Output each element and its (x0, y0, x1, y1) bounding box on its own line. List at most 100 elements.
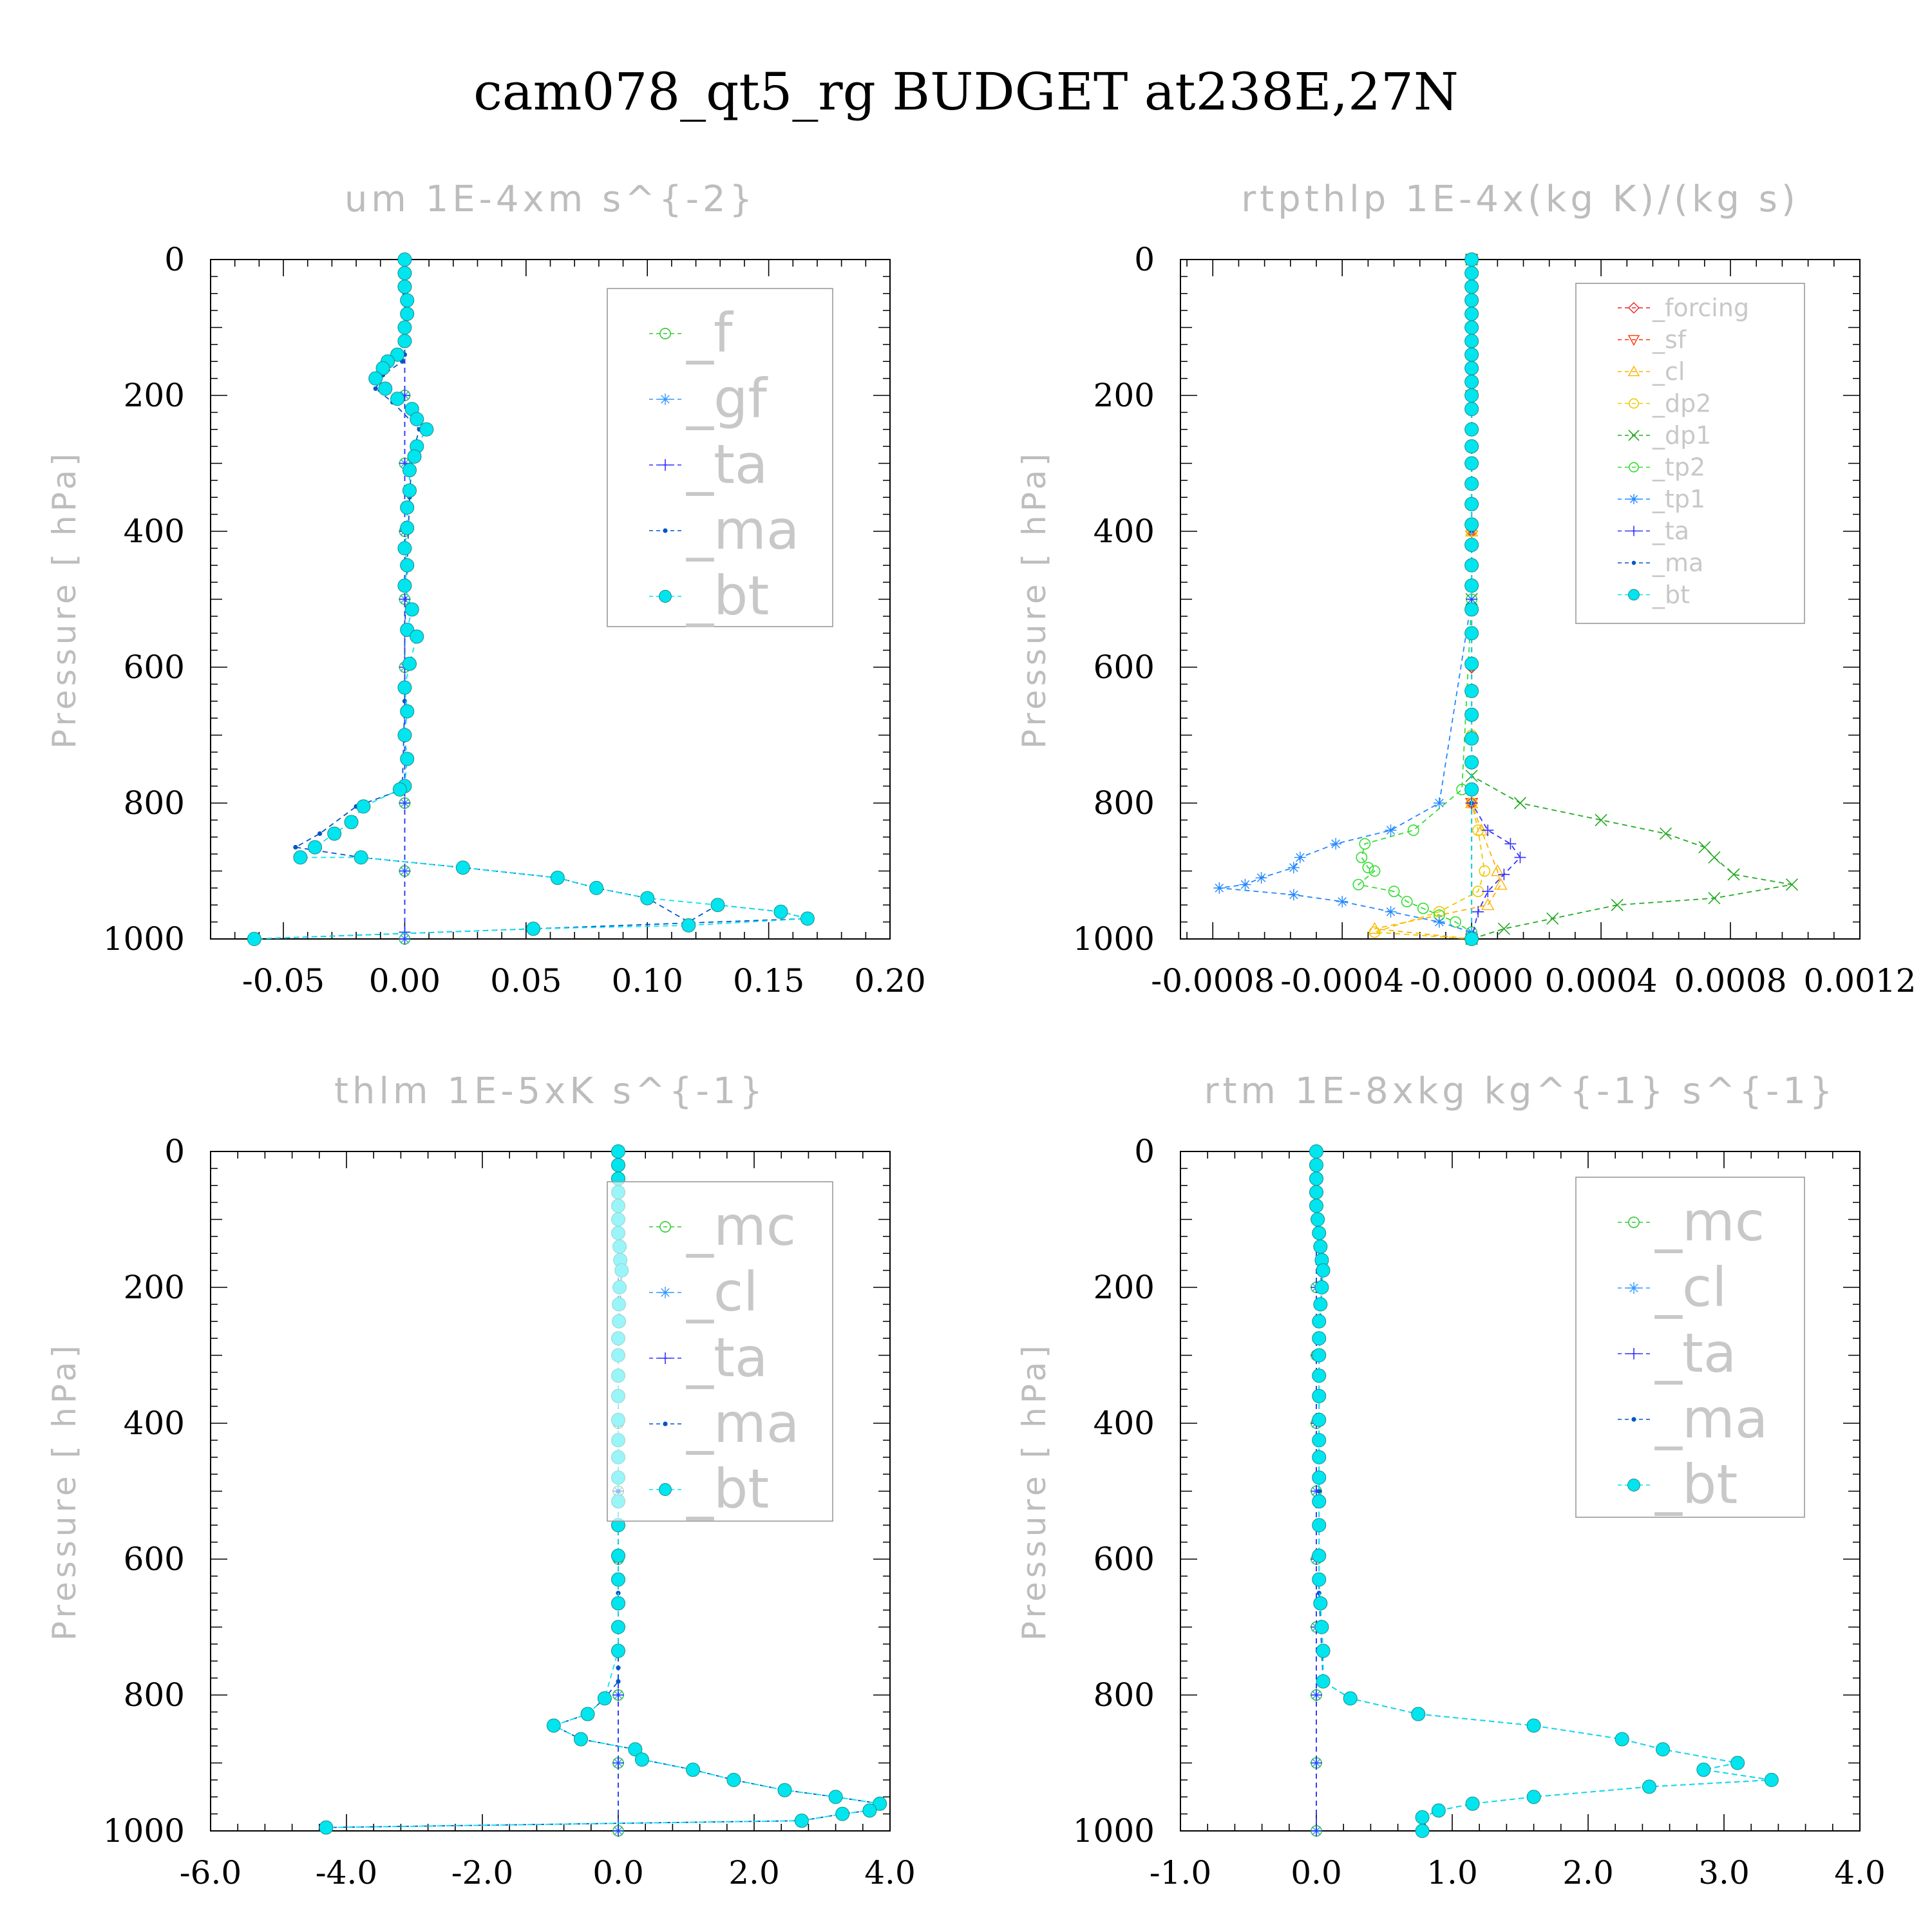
legend-label: _bt (686, 564, 769, 627)
data-point (1464, 307, 1479, 321)
y-tick-label: 0 (164, 241, 185, 278)
data-point (410, 412, 424, 426)
data-point (1309, 1198, 1323, 1213)
data-point (794, 1814, 809, 1828)
y-axis-title: Pressure [ hPa] (1016, 450, 1053, 749)
data-point (611, 1158, 625, 1173)
data-point (1255, 872, 1267, 884)
series-bt (1309, 1144, 1779, 1838)
legend-marker (1628, 1282, 1640, 1294)
series-group (1309, 1144, 1779, 1838)
legend-label: _sf (1652, 326, 1687, 354)
data-point (800, 911, 815, 926)
data-point (400, 558, 415, 573)
x-tick-label: 3.0 (1698, 1854, 1750, 1891)
data-point (1479, 865, 1491, 877)
y-tick-label: 800 (1094, 1676, 1155, 1714)
legend-marker (1629, 494, 1639, 504)
y-tick-label: 1000 (103, 920, 185, 958)
panel-title: rtpthlp 1E-4x(kg K)/(kg s) (1241, 178, 1799, 220)
data-point (397, 541, 412, 556)
x-tick-label: 0.0 (1291, 1854, 1342, 1891)
data-point (354, 850, 368, 865)
legend-label: _ta (1652, 517, 1689, 545)
data-point (828, 1790, 843, 1804)
data-point (1311, 1689, 1322, 1701)
data-point (1464, 347, 1479, 362)
data-point (390, 347, 405, 362)
data-point (1464, 707, 1479, 722)
data-point (710, 898, 725, 913)
data-point (399, 865, 411, 877)
data-point (1287, 889, 1300, 901)
data-point (1294, 851, 1306, 864)
data-point (1764, 1772, 1779, 1787)
data-point (1464, 279, 1479, 294)
legend-marker (663, 1421, 668, 1426)
legend-marker (1631, 560, 1636, 565)
data-point (293, 844, 298, 850)
data-point (1464, 388, 1479, 402)
data-point (611, 1144, 625, 1159)
legend: _forcing _sf _cl _dp2 _dp1 _tp2 _tp1 _ta _ma _bt (1575, 283, 1805, 624)
axis-ticks (210, 1151, 891, 1832)
data-point (410, 629, 424, 644)
y-tick-label: 1000 (1073, 1812, 1155, 1850)
data-point (1359, 838, 1371, 850)
data-point (526, 922, 541, 936)
data-point (612, 1757, 624, 1769)
legend-label: _tp1 (1652, 485, 1705, 513)
data-point (397, 266, 412, 281)
data-point (1388, 886, 1400, 898)
data-point (1464, 755, 1479, 770)
y-tick-label: 0 (164, 1133, 185, 1170)
axis-ticks (1180, 1151, 1861, 1832)
data-point (1343, 1691, 1358, 1706)
x-tick-label: 0.0012 (1804, 962, 1917, 999)
legend-label: _ta (686, 1326, 768, 1389)
data-point (1312, 1572, 1327, 1587)
data-point (1464, 439, 1479, 454)
data-point (1314, 1620, 1329, 1634)
data-point (397, 578, 412, 593)
figure-title: cam078_qt5_rg BUDGET at238E,27N (473, 62, 1459, 122)
legend-label: _bt (1652, 581, 1690, 609)
data-point (1407, 824, 1419, 837)
series-line (1357, 260, 1473, 933)
legend-label: _bt (686, 1457, 769, 1520)
data-point (399, 797, 411, 809)
legend-marker (1631, 1417, 1636, 1422)
x-tick-label: 0.00 (369, 962, 440, 999)
data-point (1494, 878, 1508, 890)
data-point (400, 752, 415, 766)
data-point (1660, 827, 1672, 840)
data-point (611, 1596, 625, 1611)
data-point (611, 1572, 625, 1587)
legend-label: _mc (1654, 1190, 1765, 1253)
panel-1: um 1E-4xm s^{-2} Pressure [ hPa] 0 200 400 60… (46, 178, 926, 999)
legend-label: _cl (1652, 357, 1685, 386)
data-point (400, 520, 415, 535)
data-point (1312, 1314, 1327, 1329)
panel-2: rtpthlp 1E-4x(kg K)/(kg s) Pressure [ hPa… (1016, 178, 1916, 999)
data-point (1385, 905, 1397, 918)
data-point (1213, 882, 1226, 894)
data-point (1411, 1707, 1426, 1721)
data-point (1513, 797, 1527, 810)
data-point (1314, 1280, 1329, 1294)
data-point (1464, 456, 1479, 471)
data-point (1464, 402, 1479, 417)
data-point (1313, 1596, 1328, 1611)
data-point (616, 1665, 621, 1671)
legend-label: _f (686, 301, 734, 365)
data-point (1312, 1412, 1327, 1427)
data-point (1464, 578, 1479, 593)
data-point (419, 422, 434, 437)
legend-label: _ma (1652, 549, 1703, 577)
data-point (373, 386, 378, 392)
data-point (1336, 895, 1349, 907)
legend-marker (1628, 430, 1640, 441)
data-point (397, 334, 412, 348)
x-tick-label: 0.05 (490, 962, 562, 999)
